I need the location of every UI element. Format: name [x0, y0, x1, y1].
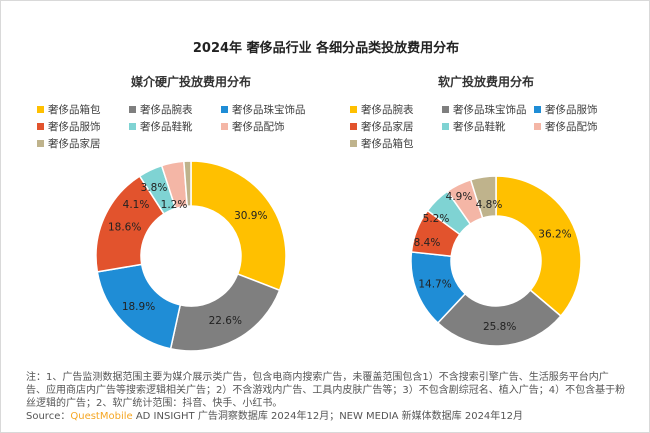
- page-title: 2024年 奢侈品行业 各细分品类投放费用分布: [192, 41, 460, 56]
- donut-slice: [190, 160, 287, 292]
- legend-item: 奢侈品服饰: [534, 102, 634, 117]
- legend-label: 奢侈品服饰: [48, 121, 101, 133]
- legend-swatch: [221, 123, 228, 130]
- chart-title-right: 软广投放费用分布: [437, 75, 534, 89]
- legend-label: 奢侈品腕表: [140, 104, 193, 116]
- legend-item: 奢侈品服饰: [37, 119, 129, 134]
- data-label: 22.6%: [209, 315, 242, 327]
- legend-label: 奢侈品腕表: [361, 104, 414, 116]
- legend-item: 奢侈品家居: [37, 136, 129, 151]
- data-label: 14.7%: [418, 279, 451, 291]
- legend-item: 奢侈品配饰: [221, 119, 321, 134]
- data-label: 8.4%: [414, 237, 441, 249]
- legend-label: 奢侈品家居: [361, 121, 414, 133]
- legend-swatch: [350, 140, 357, 147]
- legend-swatch: [442, 106, 449, 113]
- legend-swatch: [442, 123, 449, 130]
- data-label: 18.9%: [122, 301, 155, 313]
- legend-swatch: [350, 106, 357, 113]
- donut-slice: [469, 175, 497, 219]
- donut-right: 36.2% 25.8% 14.7% 8.4% 5.2% 4.9%4.8%: [410, 175, 582, 347]
- data-label: 4.1%: [123, 199, 150, 211]
- legend-label: 奢侈品鞋靴: [453, 121, 506, 133]
- data-label: 5.2%: [423, 213, 450, 225]
- legend-item: 奢侈品腕表: [350, 102, 442, 117]
- data-label: 36.2%: [538, 229, 571, 241]
- data-label: 18.6%: [108, 222, 141, 234]
- legend-item: 奢侈品箱包: [350, 136, 442, 151]
- source-rest: AD INSIGHT 广告洞察数据库 2024年12月；NEW MEDIA 新媒…: [132, 411, 524, 422]
- data-label: 25.8%: [483, 321, 516, 333]
- source-brand: QuestMobile: [70, 411, 133, 422]
- legend-swatch: [37, 123, 44, 130]
- legend-label: 奢侈品配饰: [545, 121, 598, 133]
- legend-left: 奢侈品箱包 奢侈品腕表 奢侈品珠宝饰品奢侈品服饰 奢侈品鞋靴 奢侈品配饰奢侈品家居: [37, 102, 321, 151]
- legend-swatch: [129, 123, 136, 130]
- legend-item: 奢侈品腕表: [129, 102, 221, 117]
- donut-slice: [169, 273, 281, 352]
- legend-item: 奢侈品箱包: [37, 102, 129, 117]
- legend-item: 奢侈品鞋靴: [442, 119, 534, 134]
- legend-label: 奢侈品珠宝饰品: [232, 104, 306, 116]
- data-label: 3.8%: [141, 182, 168, 194]
- footnote: 注：1、广告监测数据范围主要为媒介展示类广告，包含电商内搜索广告，未覆盖范围包含…: [26, 371, 626, 423]
- legend-label: 奢侈品箱包: [361, 138, 414, 150]
- donut-left: 30.9% 22.6% 18.9% 18.6% 4.1% 3.8% 1.2%: [95, 160, 287, 352]
- legend-label: 奢侈品箱包: [48, 104, 101, 116]
- legend-label: 奢侈品服饰: [545, 104, 598, 116]
- data-label: 4.8%: [476, 199, 503, 211]
- legend-item: 奢侈品家居: [350, 119, 442, 134]
- legend-right: 奢侈品腕表 奢侈品珠宝饰品 奢侈品服饰奢侈品家居 奢侈品鞋靴 奢侈品配饰奢侈品箱包: [350, 102, 634, 151]
- legend-label: 奢侈品家居: [48, 138, 101, 150]
- legend-label: 奢侈品珠宝饰品: [453, 104, 527, 116]
- legend-swatch: [221, 106, 228, 113]
- legend-swatch: [350, 123, 357, 130]
- legend-label: 奢侈品配饰: [232, 121, 285, 133]
- note-text: 注：1、广告监测数据范围主要为媒介展示类广告，包含电商内搜索广告，未覆盖范围包含…: [26, 372, 626, 409]
- legend-label: 奢侈品鞋靴: [140, 121, 193, 133]
- data-label: 30.9%: [234, 210, 267, 222]
- donut-slice: [495, 175, 582, 318]
- legend-swatch: [534, 106, 541, 113]
- legend-swatch: [37, 140, 44, 147]
- chart-title-left: 媒介硬广投放费用分布: [130, 75, 251, 89]
- legend-item: 奢侈品珠宝饰品: [442, 102, 534, 117]
- legend-swatch: [37, 106, 44, 113]
- legend-item: 奢侈品鞋靴: [129, 119, 221, 134]
- source-prefix: Source：: [26, 411, 71, 422]
- data-label: 1.2%: [161, 199, 188, 211]
- legend-item: 奢侈品配饰: [534, 119, 634, 134]
- data-label: 4.9%: [446, 191, 473, 203]
- legend-swatch: [129, 106, 136, 113]
- donut-slice: [183, 160, 192, 207]
- legend-item: 奢侈品珠宝饰品: [221, 102, 321, 117]
- legend-swatch: [534, 123, 541, 130]
